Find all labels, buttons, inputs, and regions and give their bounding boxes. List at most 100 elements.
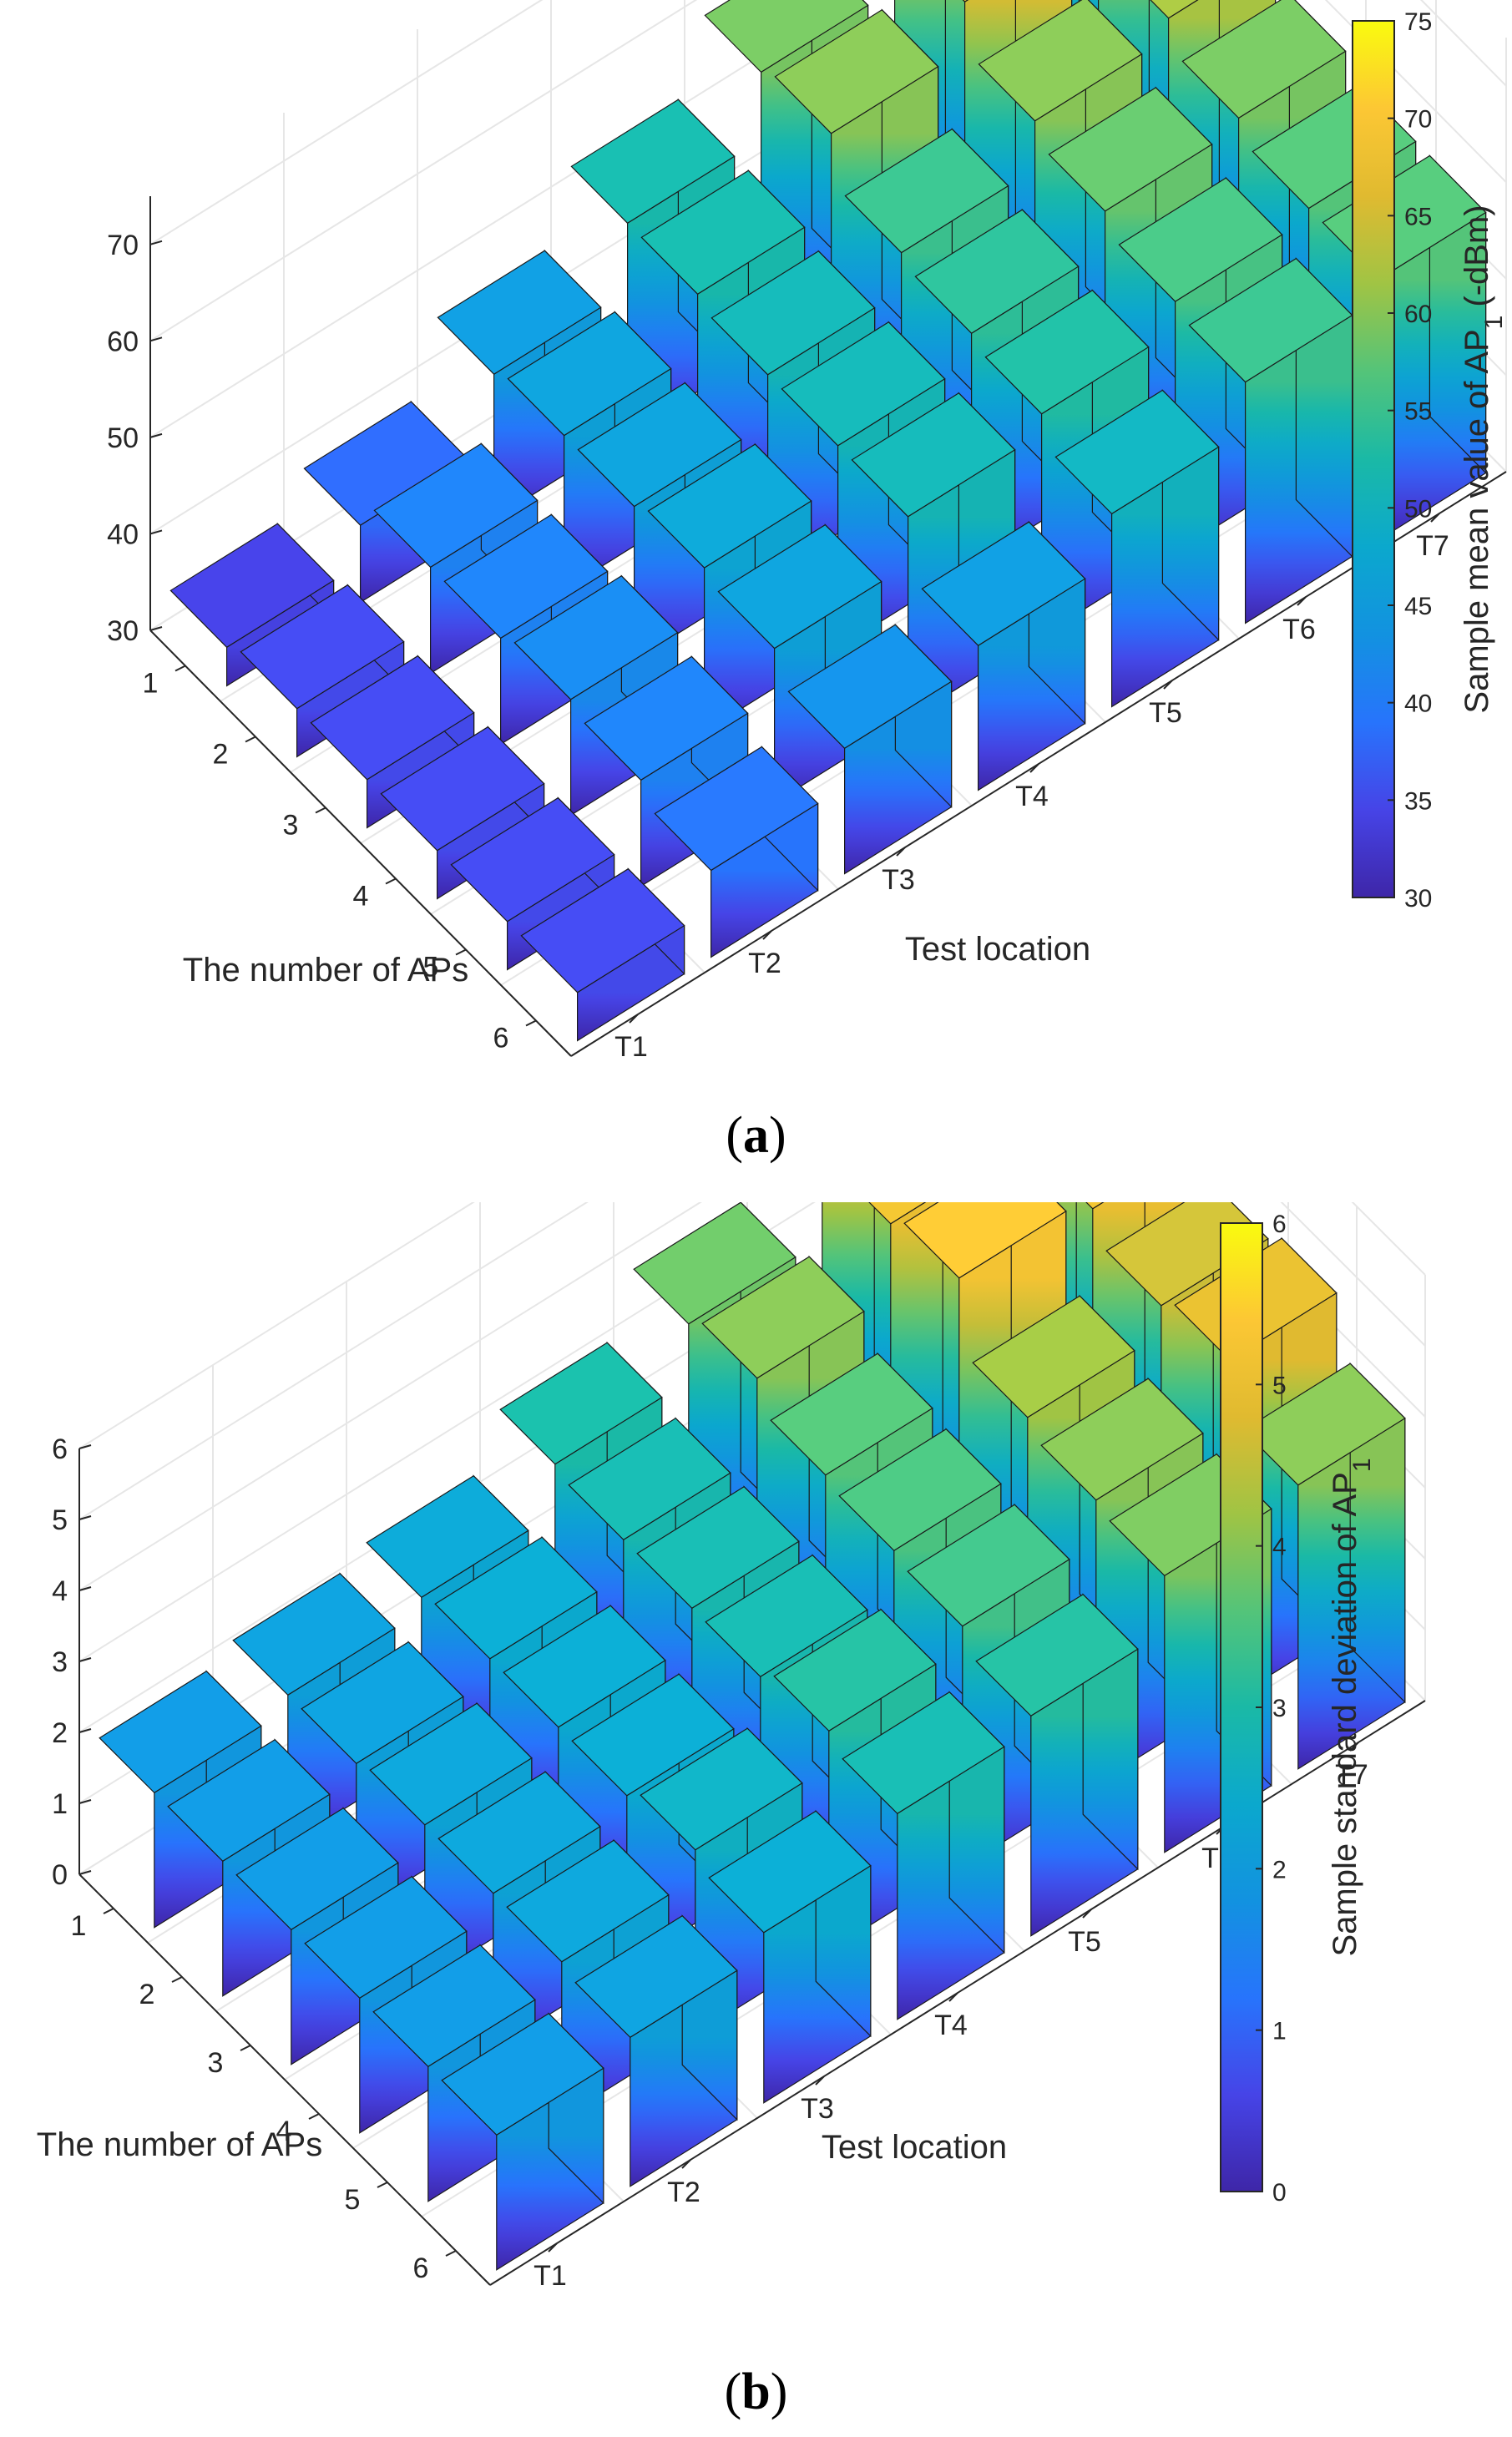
- bar-top-face: [301, 1641, 464, 1765]
- chart-a-ztick-mark: [149, 432, 163, 438]
- chart-b-ztick-label: 1: [52, 1788, 68, 1820]
- chart-a-xtick-label: T7: [1416, 530, 1449, 562]
- bar-top-face: [310, 655, 475, 781]
- bar-top-face: [633, 1202, 796, 1325]
- bar-top-face: [369, 1702, 533, 1826]
- bar-top-face: [499, 1342, 663, 1465]
- chart-b-ytick-label: 1: [71, 1910, 87, 1942]
- colorbar-tick-label: 2: [1272, 1856, 1287, 1883]
- bar-top-face: [868, 1202, 927, 1225]
- chart-b-ytick-label: 3: [208, 2047, 224, 2079]
- chart-a-ztick-label: 40: [107, 518, 139, 550]
- bar-top-face: [704, 0, 869, 73]
- chart-panel-b: 0 1 2 3 4 5 6 1 2 3 4 5 6 T1 T2 T3 T4 T5 T6 T7 The number of…: [0, 1202, 1512, 2388]
- chart-b-ytick-label: 2: [139, 1979, 155, 2010]
- bar-top-face: [962, 0, 969, 3]
- colorbar-tick-label: 60: [1404, 301, 1432, 328]
- chart-b-ztick-label: 5: [52, 1504, 68, 1536]
- bar-top-face: [701, 1256, 865, 1379]
- bar: [921, 520, 1086, 791]
- chart-a-ytick-label: 3: [283, 810, 299, 842]
- chart-b-ytick-mark: [171, 1976, 183, 1983]
- chart-panel-a: 30 40 50 60 70 1 2 3 4 5 6 T1 T2 T3 T4 T5 T6 T7 The number…: [0, 0, 1512, 1077]
- colorbar-tick-label: 30: [1404, 885, 1432, 913]
- chart-b-xtick-label: T4: [934, 2010, 968, 2041]
- bar-top-face: [851, 392, 1016, 518]
- chart-b-xtick-mark: [815, 2075, 825, 2086]
- chart-b-ytick-mark: [445, 2250, 457, 2257]
- bar: [1054, 388, 1220, 708]
- bar: [441, 2012, 604, 2271]
- bar-top-face: [240, 584, 405, 710]
- bar-top-face: [705, 1554, 868, 1678]
- bar: [708, 1809, 872, 2104]
- caption-b: (b): [724, 2364, 788, 2420]
- colorbar-rect: [1352, 20, 1395, 898]
- chart-a-xlabel: Test location: [905, 931, 1090, 968]
- bar-top-face: [372, 1944, 536, 2068]
- chart-b-ytick-label: 6: [413, 2252, 429, 2284]
- colorbar-tick-label: 1: [1272, 2018, 1287, 2045]
- bar-top-face: [1040, 1378, 1204, 1501]
- chart-b-ztick-label: 0: [52, 1859, 68, 1891]
- chart-a-ytick-mark: [525, 1019, 537, 1027]
- colorbar-tick-label: 40: [1404, 690, 1432, 718]
- bar-top-face: [984, 289, 1150, 415]
- bar-top-face: [437, 1771, 601, 1894]
- bar-top-face: [380, 726, 545, 852]
- bar-top-face: [710, 250, 876, 376]
- chart-b-ztick-mark: [78, 1728, 92, 1733]
- chart-b-xlabel: Test location: [822, 2129, 1007, 2166]
- bar-top-face: [571, 1673, 735, 1797]
- bar-top-face: [570, 99, 736, 225]
- bar-top-face: [568, 1417, 731, 1541]
- chart-a-xtick-label: T4: [1015, 781, 1049, 812]
- caption-a: (a): [726, 1107, 786, 1164]
- colorbar-tick-label: 3: [1272, 1695, 1287, 1722]
- chart-b-ytick-mark: [240, 2045, 251, 2051]
- chart-a-xtick-label: T2: [748, 948, 781, 979]
- bar: [975, 1593, 1139, 1937]
- bar-top-face: [577, 382, 742, 508]
- bar-top-face: [441, 2012, 604, 2136]
- bar-top-face: [907, 1504, 1070, 1627]
- chart-a-ztick-label: 30: [107, 615, 139, 647]
- chart-a-ztick-mark: [149, 626, 163, 631]
- chart-a-ytick-mark: [315, 806, 326, 814]
- bar-top-face: [640, 1727, 803, 1851]
- chart-b-ytick-mark: [308, 2113, 320, 2120]
- chart-a-ztick-mark: [149, 529, 163, 535]
- chart-a-ytick-mark: [455, 948, 467, 956]
- chart-a-ytick-mark: [245, 736, 256, 743]
- chart-a-ztick-mark: [149, 336, 163, 342]
- chart-b-ytick-label: 4: [276, 2116, 292, 2147]
- bar-top-face: [844, 128, 1009, 254]
- bar: [1188, 257, 1353, 624]
- chart-b-ztick-mark: [78, 1586, 92, 1591]
- chart-b-ztick-mark: [78, 1515, 92, 1520]
- colorbar-tick-label: 6: [1272, 1211, 1287, 1238]
- bar-top-face: [443, 513, 609, 640]
- chart-b-ztick-mark: [78, 1799, 92, 1804]
- colorbar-label: Sample standard deviation of AP1: [1327, 1458, 1376, 1956]
- colorbar-tick-label: 45: [1404, 593, 1432, 620]
- chart-a-xtick-label: T3: [882, 864, 915, 896]
- bar-top-face: [1085, 1202, 1105, 1210]
- chart-a-ztick-label: 50: [107, 422, 139, 454]
- bar-top-face: [636, 1485, 800, 1610]
- bar-top-face: [450, 796, 615, 923]
- bar: [842, 1691, 1005, 2020]
- chart-b-xtick-mark: [948, 1992, 958, 2002]
- bar-top-face: [366, 1474, 529, 1599]
- bar-top-face: [978, 0, 1143, 122]
- bar-top-face: [1188, 257, 1353, 383]
- chart-a-ztick-label: 60: [107, 326, 139, 357]
- colorbar-tick-label: 70: [1404, 106, 1432, 134]
- bar-top-face: [513, 575, 679, 700]
- chart-b-ztick-mark: [78, 1870, 92, 1875]
- chart-a-ytick-label: 6: [493, 1023, 509, 1054]
- chart-b-xtick-label: T5: [1068, 1926, 1101, 1958]
- chart-a-xtick-mark: [1297, 596, 1307, 606]
- chart-a-ztick-mark: [149, 240, 163, 245]
